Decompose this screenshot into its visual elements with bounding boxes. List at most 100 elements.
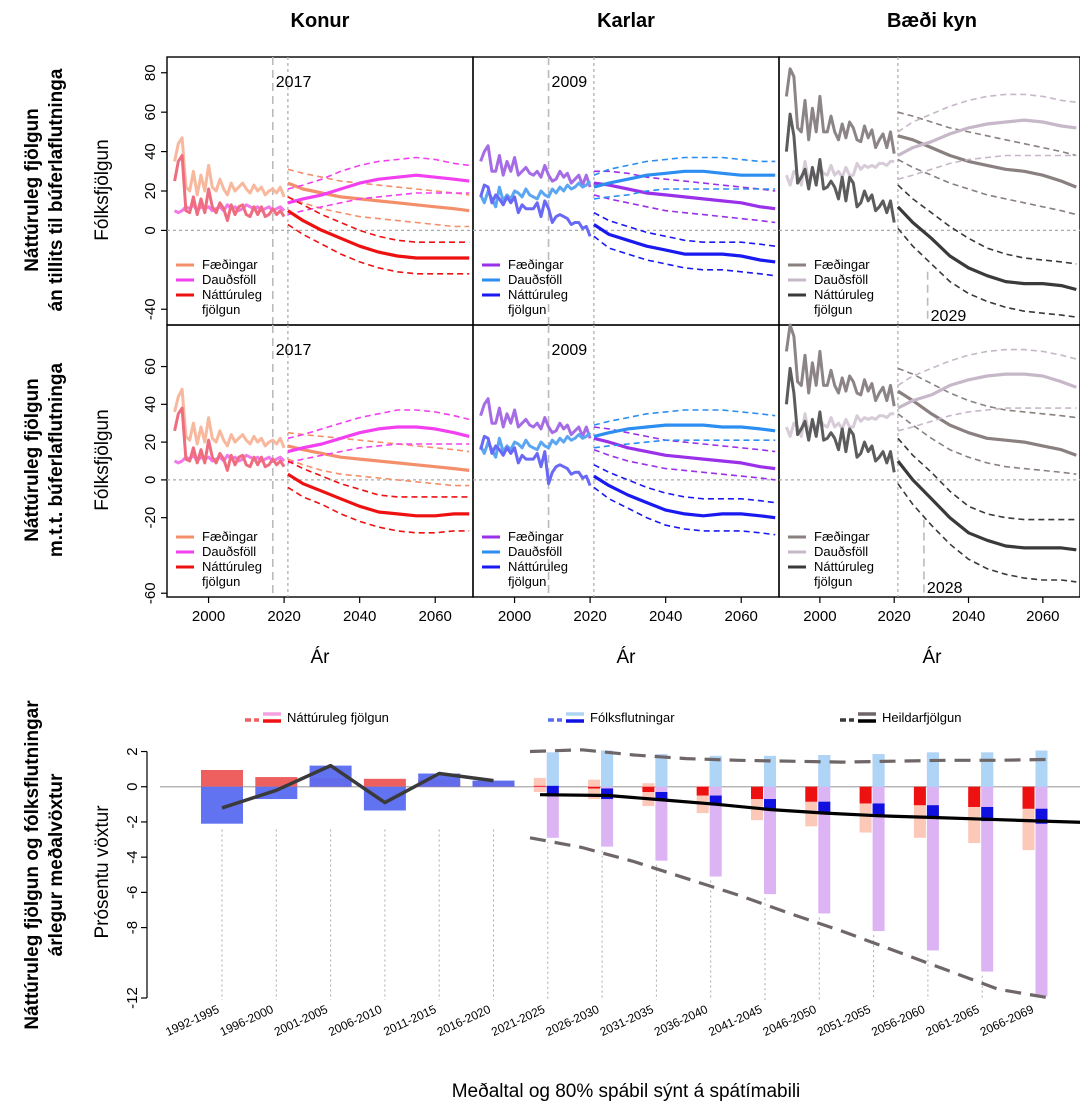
mid-men-xtick-label: 2020 (573, 608, 606, 625)
bar-natural-history (201, 770, 243, 787)
top-women-natural-mean (287, 209, 470, 260)
mid-women-natural-upper (287, 460, 470, 498)
top-both-natural-upper (897, 184, 1077, 265)
bar-natural-interval (1022, 797, 1035, 851)
top-women-ytick-label: 40 (142, 143, 159, 160)
mid-men-deaths-history (479, 431, 592, 459)
bottom-legend-label: Náttúruleg fjölgun (287, 710, 389, 725)
xlabel-men: Ár (617, 647, 637, 668)
line-panels: 2017806040200-40FæðingarDauðsföllNáttúru… (142, 56, 1080, 625)
bar-migration-interval (872, 754, 885, 932)
top-women-ytick-label: 20 (142, 183, 159, 200)
bar-migration-mean (764, 799, 776, 810)
bar-natural-upper (533, 786, 546, 788)
total-upper-line (529, 748, 1051, 764)
mid-men-legend-label: Dauðsföll (508, 544, 562, 559)
top-women-natural-lower (287, 223, 470, 275)
bar-category-label: 2046-2050 (761, 1002, 819, 1039)
total-lower-line (529, 836, 1051, 1000)
top-men-deaths-mean (593, 169, 776, 189)
top-both-natural-mean (896, 205, 1077, 292)
bar-migration-mean (655, 792, 668, 801)
bar-natural-mean (642, 786, 655, 793)
top-women-legend-label-2: fjölgun (202, 302, 240, 317)
mid-women-deaths-upper (287, 409, 470, 440)
mid-men-annotation: 2009 (552, 342, 588, 359)
bottom-legend-label: Fólksflutningar (590, 710, 675, 725)
bar-migration-upper (709, 755, 722, 787)
mid-men-xtick-label: 2000 (498, 608, 531, 625)
top-women-natural-upper (287, 196, 470, 243)
mid-both-legend-label-2: fjölgun (814, 574, 852, 589)
top-men-natural-history (479, 183, 592, 237)
mid-both-deaths-mean (897, 372, 1077, 410)
bar-migration-history (472, 780, 515, 787)
mid-women-births-history (173, 387, 286, 449)
top-women-deaths-lower (287, 192, 470, 216)
top-men-natural-mean (593, 223, 776, 264)
bar-natural-interval (642, 783, 655, 807)
row-label-3b: árlegur meðalvöxtur (46, 773, 67, 956)
ylabel-middle: Fólksfjölgun (92, 409, 113, 510)
top-men-deaths-upper (593, 156, 776, 176)
mid-women-xtick-label: 2020 (267, 608, 300, 625)
mid-both-legend-label: Dauðsföll (814, 544, 868, 559)
mid-both-natural-lower (897, 483, 1077, 583)
mid-women-panel: 2017 60 40 20 0 -20 -60 2000 2020 2040 2060 Fæðinga… (142, 324, 474, 625)
top-women-annotation: 2017 (276, 74, 312, 91)
top-men-legend-label-2: fjölgun (508, 302, 546, 317)
col-title-men: Karlar (597, 10, 655, 32)
mid-women-ytick-label: 20 (142, 434, 159, 451)
top-both-deaths-history (784, 159, 895, 187)
bar-category-label: 2001-2005 (272, 1002, 330, 1039)
bar-category-label: 2066-2069 (978, 1002, 1036, 1039)
bar-migration-upper (872, 754, 885, 787)
top-both-natural-lower (897, 227, 1077, 318)
mid-both-births-lower (897, 413, 1077, 475)
mid-both-xtick-label: 2020 (878, 608, 911, 625)
top-women-ytick-label: 0 (142, 226, 159, 234)
top-women-births-history (173, 136, 286, 198)
top-both-births-history (784, 67, 896, 154)
mid-women-natural-lower (287, 486, 470, 534)
mid-women-ytick-label: 60 (142, 358, 159, 375)
top-women-deaths-upper (287, 156, 470, 190)
row-label-2a: Náttúruleg fjölgun (22, 378, 43, 542)
bar-natural-mean (859, 786, 872, 804)
mid-women-legend-label-2: fjölgun (202, 574, 240, 589)
bar-migration-interval (1035, 750, 1048, 997)
bar-category-label: 1992-1995 (163, 1002, 221, 1039)
mid-both-natural-mean (896, 460, 1077, 552)
bar-category-label: 2036-2040 (652, 1002, 710, 1039)
row-label-2b: m.t.t. búferlaflutninga (46, 362, 67, 557)
column-titles: Konur Karlar Bæði kyn (291, 10, 977, 32)
mid-women-births-lower (287, 458, 470, 487)
mid-women-births-upper (287, 431, 470, 453)
top-women-natural-history (173, 154, 286, 223)
bar-migration-mean (872, 803, 885, 816)
mid-both-annotation: 2028 (927, 580, 963, 597)
mid-both-natural-upper (897, 437, 1077, 521)
bar-natural-mean (805, 786, 818, 802)
mid-men-births-upper (593, 426, 776, 453)
mid-men-xtick-label: 2060 (725, 608, 758, 625)
bar-migration-upper (764, 755, 776, 787)
mid-both-legend-label: Náttúruleg (814, 559, 874, 574)
mid-both-births-mean (897, 389, 1077, 457)
bar-migration-mean (926, 805, 939, 819)
mid-men-natural-lower (593, 486, 776, 536)
row-label-1a: Náttúruleg fjölgun (22, 108, 43, 272)
mid-women-xtick-label: 2060 (419, 608, 452, 625)
bar-migration-history (418, 773, 461, 787)
bar-ytick-label: -8 (124, 921, 141, 934)
bar-natural-mean (968, 786, 981, 807)
bar-panel: 2 0 -2 -4 -6 -8 -12 1992-19951996-20002001-2005… (124, 710, 1080, 1039)
top-both-legend-label-2: fjölgun (814, 302, 852, 317)
bar-migration-history (201, 786, 243, 824)
bar-migration-upper (1035, 750, 1048, 787)
top-both-legend-label: Fæðingar (814, 257, 870, 272)
top-both-natural-history (784, 112, 896, 223)
bar-category-label: 2051-2055 (815, 1002, 873, 1039)
